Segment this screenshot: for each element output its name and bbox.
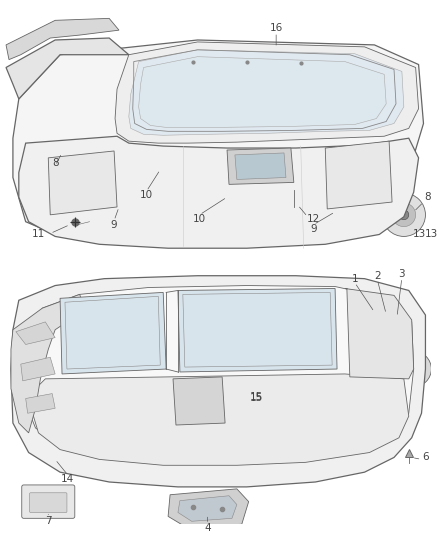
Polygon shape bbox=[11, 276, 425, 487]
Circle shape bbox=[220, 185, 234, 199]
Circle shape bbox=[382, 193, 425, 237]
Polygon shape bbox=[345, 288, 413, 379]
Polygon shape bbox=[227, 148, 294, 184]
Text: 1: 1 bbox=[351, 273, 358, 284]
Polygon shape bbox=[60, 293, 166, 374]
Polygon shape bbox=[26, 393, 55, 413]
Text: 15: 15 bbox=[250, 392, 263, 401]
Circle shape bbox=[288, 184, 300, 196]
Circle shape bbox=[250, 185, 263, 199]
Text: 3: 3 bbox=[399, 269, 405, 279]
Text: 6: 6 bbox=[422, 453, 429, 463]
Polygon shape bbox=[178, 496, 237, 521]
Circle shape bbox=[60, 145, 76, 161]
Polygon shape bbox=[173, 377, 225, 425]
Text: 13: 13 bbox=[425, 230, 438, 239]
Polygon shape bbox=[168, 489, 249, 528]
Circle shape bbox=[392, 203, 416, 227]
Polygon shape bbox=[13, 40, 424, 244]
Text: 14: 14 bbox=[61, 474, 74, 484]
Text: 10: 10 bbox=[140, 190, 153, 200]
Text: 8: 8 bbox=[52, 158, 58, 168]
Text: 10: 10 bbox=[193, 214, 206, 224]
Polygon shape bbox=[178, 288, 337, 372]
Text: 7: 7 bbox=[45, 516, 52, 526]
Text: 12: 12 bbox=[307, 214, 320, 224]
Text: 16: 16 bbox=[269, 23, 283, 33]
Text: 2: 2 bbox=[374, 271, 381, 281]
Text: 9: 9 bbox=[111, 220, 117, 230]
Polygon shape bbox=[19, 136, 419, 248]
Text: 9: 9 bbox=[310, 223, 317, 233]
Polygon shape bbox=[11, 294, 85, 433]
Bar bbox=[370, 310, 381, 330]
Polygon shape bbox=[129, 50, 404, 135]
Polygon shape bbox=[235, 153, 286, 180]
Polygon shape bbox=[26, 286, 413, 463]
Polygon shape bbox=[325, 141, 392, 209]
Polygon shape bbox=[139, 56, 386, 127]
Polygon shape bbox=[6, 18, 119, 60]
Circle shape bbox=[399, 210, 409, 220]
FancyBboxPatch shape bbox=[30, 493, 67, 512]
Polygon shape bbox=[115, 42, 419, 143]
Polygon shape bbox=[16, 322, 55, 344]
Polygon shape bbox=[21, 357, 55, 381]
Circle shape bbox=[396, 351, 431, 387]
Text: 8: 8 bbox=[424, 192, 431, 202]
Circle shape bbox=[160, 162, 172, 174]
FancyBboxPatch shape bbox=[22, 485, 75, 518]
Polygon shape bbox=[6, 38, 129, 99]
Polygon shape bbox=[48, 151, 117, 215]
Bar bbox=[382, 313, 394, 333]
Text: 11: 11 bbox=[32, 230, 45, 239]
Text: 4: 4 bbox=[204, 523, 211, 533]
Text: 13: 13 bbox=[413, 230, 427, 239]
Polygon shape bbox=[32, 374, 409, 465]
Text: 15: 15 bbox=[250, 393, 263, 403]
Bar bbox=[394, 316, 406, 336]
